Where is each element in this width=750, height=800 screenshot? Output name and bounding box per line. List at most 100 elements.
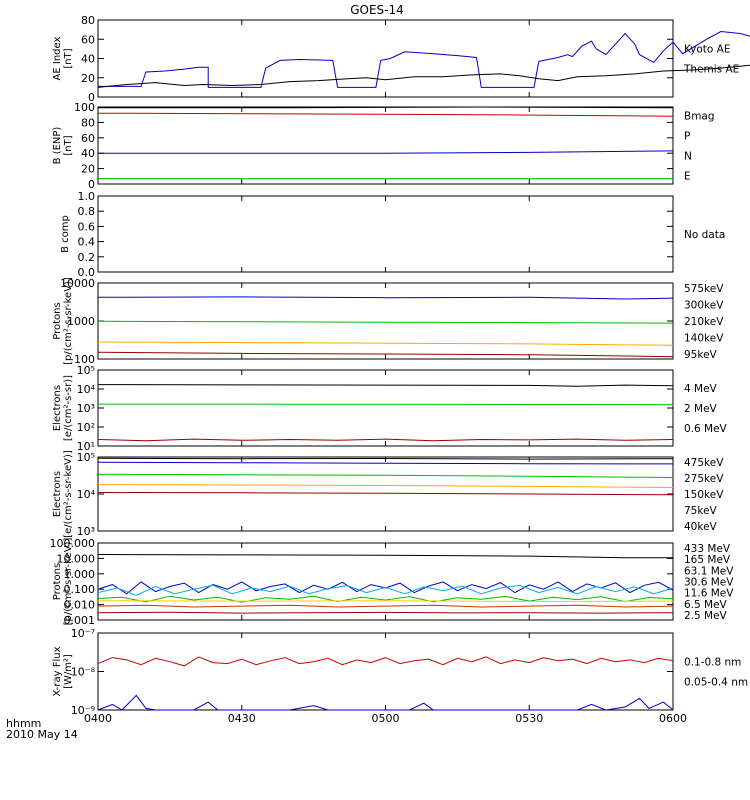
y-tick-label: 10⁵: [77, 451, 95, 464]
y-tick-label: 1000: [67, 315, 95, 328]
x-tick-label: 0600: [659, 712, 687, 725]
y-tick-label: 0.100: [64, 583, 96, 596]
series-575kev: [97, 351, 674, 358]
series-475kev: [97, 492, 674, 496]
panel-bfield: 0 20 40 60 80 100 B (ENP) [nT] Bmag PNE: [52, 101, 715, 191]
y-axis-label: [e/(cm²-s-sr-keV)]: [63, 450, 74, 538]
legend-165-mev: 165 MeV: [684, 554, 731, 566]
legend-p: P: [684, 131, 690, 143]
y-tick-label: 100: [74, 101, 95, 114]
panel-frame: [97, 106, 674, 185]
panel-protons_kev: 100 1000 10000 Protons [p/(cm²-s-sr-keV)] 575…: [52, 277, 724, 366]
series-63-1-mev: [97, 600, 674, 603]
legend-0-6-mev: 0.6 MeV: [684, 423, 728, 435]
y-tick-label: 10⁻⁹: [71, 704, 95, 717]
y-tick-label: 1.000: [64, 568, 96, 581]
panel-frame: [97, 282, 674, 360]
y-tick-label: 10¹: [77, 440, 95, 453]
x-tick-label: 0500: [372, 712, 400, 725]
series-e: [98, 150, 674, 154]
y-tick-label: 10⁻⁷: [71, 627, 95, 640]
legend-2-5-mev: 2.5 MeV: [684, 610, 728, 622]
series-0-6-mev: [97, 384, 674, 387]
x-axis-label-date: 2010 May 14: [6, 728, 78, 741]
legend-40kev: 40keV: [684, 521, 718, 533]
y-tick-label: 0.4: [78, 236, 96, 249]
x-tick-label: 0400: [84, 712, 112, 725]
panel-xray: 10⁻⁹ 10⁻⁸ 10⁻⁷ X-ray Flux [W/m²] 0.1-0.8 nm 0.…: [52, 627, 748, 717]
legend-575kev: 575keV: [684, 283, 724, 295]
y-tick-label: 10⁴: [77, 488, 96, 501]
legend-kyoto-ae: Kyoto AE: [684, 44, 730, 56]
y-axis-label: [W/m²]: [63, 654, 74, 689]
series-themis-ae: [97, 64, 750, 88]
series-75kev: [97, 461, 674, 465]
series-433-mev: [97, 611, 674, 614]
legend-0-05-0-4-nm: 0.05-0.4 nm: [684, 677, 748, 689]
series-0-1-0-8-nm: [97, 656, 674, 667]
y-tick-label: 40: [81, 53, 95, 66]
series-165-mev: [97, 604, 674, 608]
legend-300kev: 300keV: [684, 300, 724, 312]
x-axis: 0400 0430 0500 0530 0600: [84, 712, 687, 725]
y-tick-label: 0: [88, 91, 95, 104]
x-tick-label: 0430: [228, 712, 256, 725]
y-tick-label: 10²: [77, 421, 95, 434]
y-tick-label: 80: [81, 14, 95, 27]
series-11-6-mev: [97, 584, 674, 596]
panel-bcomp: 0.0 0.2 0.4 0.6 0.8 1.0 B comp No data: [60, 190, 725, 279]
y-tick-label: 0.001: [64, 614, 96, 627]
y-tick-label: 10⁵: [77, 364, 95, 377]
y-axis-label: Electrons: [52, 471, 63, 517]
y-tick-label: 10⁴: [77, 383, 96, 396]
legend-0-1-0-8-nm: 0.1-0.8 nm: [684, 657, 741, 669]
y-axis-label: Electrons: [52, 385, 63, 431]
y-axis-label: [p/(cm²-s-sr-keV)]: [63, 277, 74, 365]
legend-63-1-mev: 63.1 MeV: [684, 565, 734, 577]
series-0-05-0-4-nm: [97, 694, 674, 711]
y-tick-label: 80: [81, 116, 95, 129]
panel-protons_mev: 0.001 0.010 0.100 1.000 10.000 100.000 Protons…: [50, 537, 735, 627]
y-tick-label: 60: [81, 33, 95, 46]
series-275kev: [97, 484, 674, 488]
legend-2-mev: 2 MeV: [684, 403, 718, 415]
y-tick-label: 20: [81, 72, 95, 85]
series-2-5-mev: [97, 554, 673, 559]
series-300kev: [97, 341, 674, 346]
legend-no-data: No data: [684, 229, 725, 241]
panel-frame: [97, 195, 674, 273]
legend-433-mev: 433 MeV: [684, 543, 731, 555]
legend-6-5-mev: 6.5 MeV: [684, 599, 728, 611]
legend-30-6-mev: 30.6 MeV: [684, 577, 734, 589]
y-axis-label: B (ENP): [52, 127, 63, 165]
y-tick-label: 100.000: [50, 537, 96, 550]
panel-frame: [97, 369, 674, 447]
panel-electrons_kev: 10³ 10⁴ 10⁵ Electrons [e/(cm²-s-sr-keV)] 475k…: [52, 450, 724, 538]
y-tick-label: 0.6: [78, 220, 96, 233]
panels-container: 0 20 40 60 80 AE Index [nT] Kyoto AE Themis AE 0 2…: [50, 14, 750, 717]
y-tick-label: 10⁻⁸: [71, 666, 96, 679]
y-axis-label: Protons: [52, 563, 63, 600]
y-axis-label: B comp: [60, 215, 71, 253]
legend-themis-ae: Themis AE: [683, 64, 739, 76]
y-axis-label: [nT]: [63, 48, 74, 68]
y-tick-label: 60: [81, 132, 95, 145]
legend-275kev: 275keV: [684, 473, 724, 485]
y-tick-label: 10³: [77, 525, 95, 538]
legend-bmag: Bmag: [684, 111, 715, 123]
legend-140kev: 140keV: [684, 333, 724, 345]
x-tick-label: 0530: [515, 712, 543, 725]
y-axis-label: AE Index: [52, 36, 63, 80]
series-kyoto-ae: [98, 30, 750, 88]
legend-475kev: 475keV: [684, 457, 724, 469]
series-30-6-mev: [97, 595, 674, 603]
legend-210kev: 210keV: [684, 316, 724, 328]
legend-150kev: 150keV: [684, 489, 724, 501]
legend-75kev: 75keV: [684, 505, 718, 517]
x-axis-label-hhmm: hhmm: [6, 717, 41, 730]
series-bmag: [98, 106, 674, 109]
y-tick-label: 0: [88, 178, 95, 191]
y-tick-label: 100: [74, 353, 95, 366]
y-tick-label: 20: [81, 163, 95, 176]
